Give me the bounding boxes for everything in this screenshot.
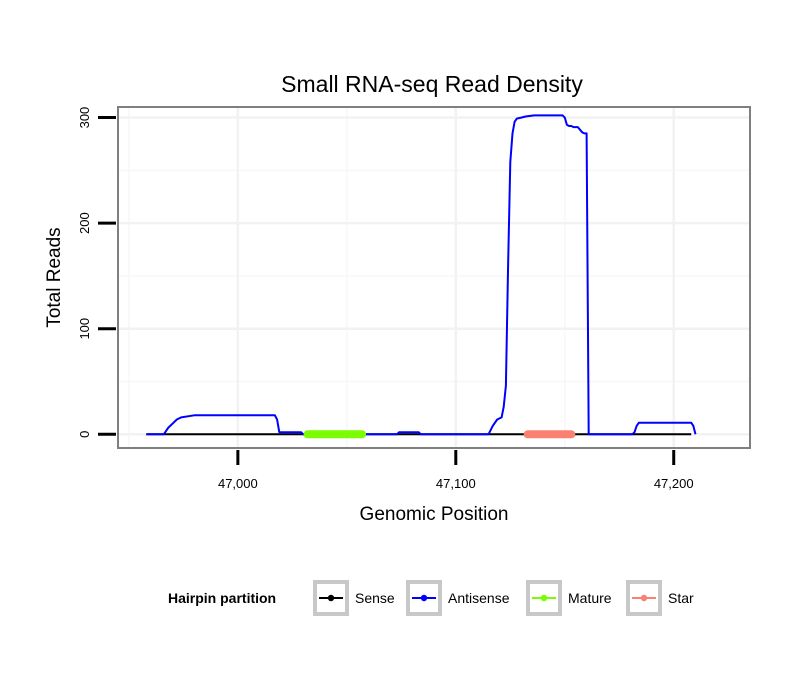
- x-tick-label: 47,100: [436, 476, 476, 491]
- y-tick-label: 100: [77, 318, 92, 340]
- legend-item-mature: Mature: [526, 580, 612, 616]
- legend-label: Mature: [568, 590, 612, 606]
- legend: Hairpin partition Sense Antisense Mature St…: [168, 580, 694, 616]
- legend-key-point: [327, 594, 335, 602]
- x-axis-title: Genomic Position: [360, 504, 509, 525]
- legend-label: Star: [668, 590, 694, 606]
- x-tick-label: 47,000: [218, 476, 258, 491]
- legend-title: Hairpin partition: [168, 590, 276, 606]
- legend-item-sense: Sense: [313, 580, 395, 616]
- plot-border: [117, 106, 751, 449]
- legend-key-point: [420, 594, 428, 602]
- y-tick-label: 300: [77, 107, 92, 129]
- legend-key-point: [640, 594, 648, 602]
- chart-title: Small RNA-seq Read Density: [281, 71, 583, 97]
- plot-panel: [118, 107, 750, 448]
- legend-key-point: [540, 594, 548, 602]
- legend-label: Sense: [355, 590, 395, 606]
- legend-label: Antisense: [448, 590, 510, 606]
- y-axis-title: Total Reads: [44, 227, 65, 327]
- legend-item-star: Star: [626, 580, 694, 616]
- y-tick-label: 0: [77, 431, 92, 438]
- series-lines: [146, 114, 697, 439]
- y-tick-label: 200: [77, 212, 92, 234]
- legend-item-antisense: Antisense: [406, 580, 510, 616]
- series-line-antisense: [146, 114, 697, 436]
- x-tick-label: 47,200: [654, 476, 694, 491]
- axes: 47,000 47,100 47,200 0 100 200 300: [77, 107, 694, 491]
